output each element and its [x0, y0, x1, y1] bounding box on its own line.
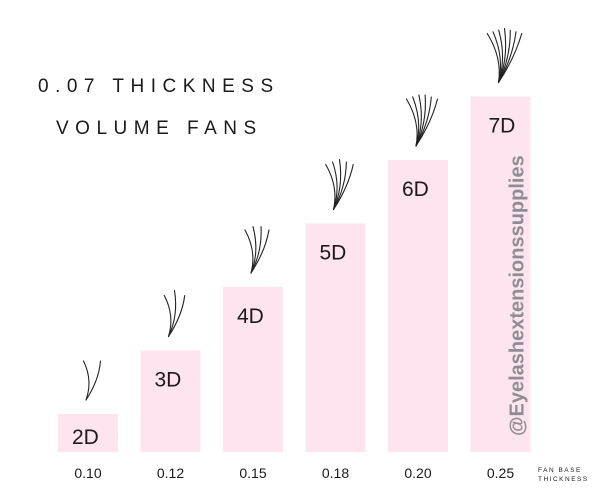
bar-label-3d: 3D	[155, 369, 182, 392]
x-tick-label: 0.18	[322, 465, 349, 481]
bar-5d	[305, 223, 366, 452]
x-tick-label: 0.20	[404, 465, 431, 481]
x-tick-label: 0.12	[157, 465, 184, 481]
bar-label-2d: 2D	[72, 426, 99, 449]
chart-title-line-2: VOLUME FANS	[56, 118, 263, 139]
bar-label-7d: 7D	[489, 115, 516, 138]
bar-label-5d: 5D	[320, 242, 347, 265]
bar-3d	[140, 350, 201, 452]
x-axis-label-line-2: THICKNESS	[538, 476, 589, 483]
lash-fan-7d-icon	[486, 27, 523, 84]
bar-label-6d: 6D	[402, 178, 429, 201]
x-axis-label-line-1: FAN BASE	[538, 467, 582, 474]
lash-fan-2d-icon	[82, 360, 102, 401]
x-tick-label: 0.15	[239, 465, 266, 481]
lash-fan-5d-icon	[325, 158, 354, 211]
lash-fan-4d-icon	[244, 226, 270, 274]
bar-2d	[58, 414, 118, 452]
bar-4d	[223, 287, 283, 452]
bar-6d	[388, 160, 448, 452]
watermark-text: @Eyelashextensionssupplies	[507, 155, 529, 436]
x-axis-label: FAN BASE THICKNESS	[538, 466, 589, 484]
bar-label-4d: 4D	[237, 305, 264, 328]
bar-7d	[470, 96, 531, 452]
x-tick-label: 0.10	[74, 465, 101, 481]
lash-fan-3d-icon	[163, 289, 186, 338]
lash-fan-6d-icon	[405, 94, 439, 147]
x-tick-label: 0.25	[487, 465, 514, 481]
chart-title-line-1: 0.07 THICKNESS	[38, 76, 280, 97]
